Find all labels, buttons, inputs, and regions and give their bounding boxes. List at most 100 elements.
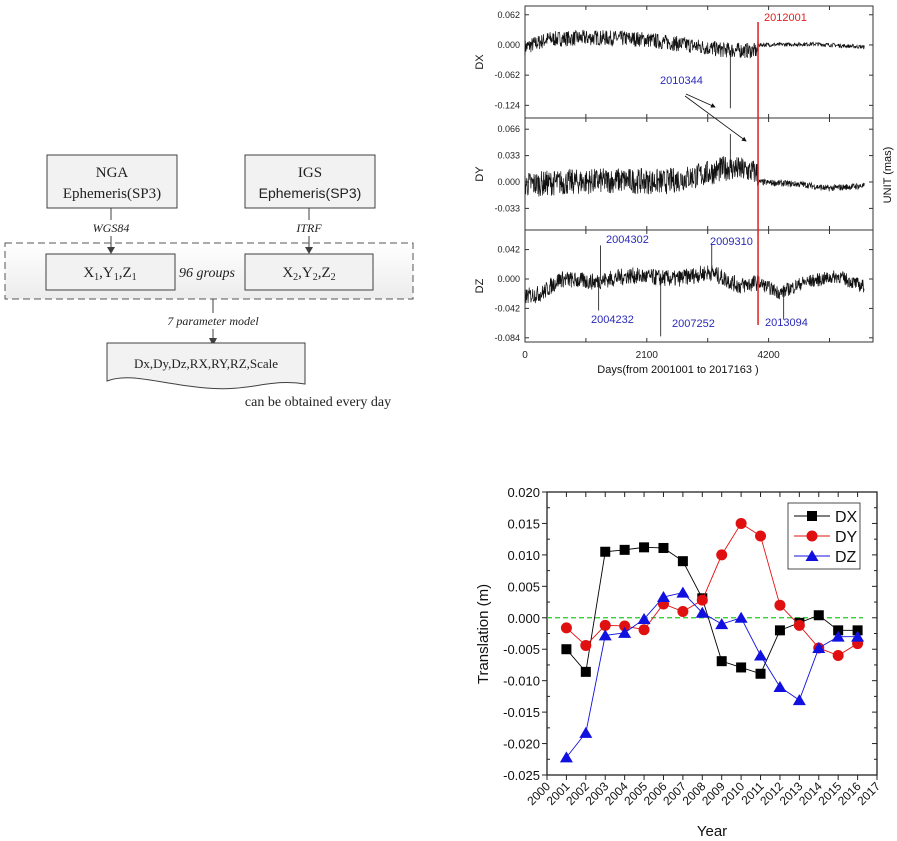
annotation-arrow (684, 95, 747, 142)
data-point-dy (638, 624, 650, 636)
annotation-2004232: 2004232 (591, 314, 634, 326)
series-line-dy (524, 156, 865, 197)
annotation-2013094: 2013094 (765, 317, 808, 329)
igs-box-line2: Ephemeris(SP3) (259, 185, 362, 201)
nga-box-line1: NGA (96, 165, 129, 181)
series-line-dz (566, 592, 858, 758)
x-tick-label: 2100 (636, 350, 659, 361)
y-tick-label: 0.033 (497, 151, 520, 161)
data-point-dy (580, 639, 592, 651)
data-point-dx (852, 625, 863, 636)
igs-ephemeris-box (244, 154, 376, 209)
data-point-dx (580, 666, 591, 677)
data-point-dz (579, 726, 593, 738)
y-tick-label: -0.005 (503, 642, 540, 657)
y-tick-label: -0.084 (494, 333, 520, 343)
tr-x-axis-label: Year (697, 823, 727, 840)
y-tick-label: 0.000 (507, 611, 540, 626)
panel-dy: 0.066 0.033 0.000 -0.033 DY (474, 117, 874, 231)
legend-label-dx: DX (835, 509, 858, 526)
data-point-dx (833, 625, 844, 636)
data-point-dx (677, 556, 688, 567)
legend-label-dz: DZ (835, 549, 857, 566)
data-point-dz (637, 613, 651, 625)
y-tick-label: 0.015 (507, 516, 540, 531)
panel-ylabel: DX (474, 54, 486, 70)
data-point-dx (774, 625, 785, 636)
series-line-dx (566, 546, 858, 675)
y-tick-label: 0.000 (497, 177, 520, 187)
y-tick-label: -0.062 (494, 70, 520, 80)
panel-frame (524, 5, 874, 119)
x-tick-label: 4200 (757, 350, 780, 361)
data-point-dz (598, 629, 612, 641)
output-parameters: Dx,Dy,Dz,RX,RY,RZ,Scale (134, 356, 278, 371)
y-tick-label: 0.005 (507, 579, 540, 594)
series-line-dy (566, 522, 858, 657)
data-point-dz (676, 586, 690, 598)
x2-box-label: X2,Y2,Z2 (282, 265, 335, 283)
series-line-dx (524, 29, 865, 59)
nga-ephemeris-box (46, 154, 178, 209)
data-point-dy (832, 650, 844, 662)
wgs84-label: WGS84 (93, 221, 130, 235)
y-tick-label: -0.042 (494, 303, 520, 313)
output-document (106, 342, 306, 390)
annotation-2007252: 2007252 (672, 318, 715, 330)
legend-marker-dx (807, 511, 817, 521)
annotation-arrow (685, 93, 716, 108)
data-point-dx (755, 668, 766, 679)
panel-frame (524, 229, 874, 343)
data-point-dy (677, 605, 689, 617)
data-point-dx (561, 644, 572, 655)
y-tick-label: -0.015 (503, 705, 540, 720)
time-series-chart: 0.062 0.000 -0.062 -0.124 DX 0.066 0.033 0.000 -… (474, 5, 894, 376)
data-point-dx (600, 546, 611, 557)
data-point-dz (656, 591, 670, 603)
groups-label: 96 groups (179, 266, 235, 281)
data-point-dy (560, 622, 572, 634)
data-point-dx (813, 610, 824, 621)
translation-chart: 0.020 0.015 0.010 0.005 0.000 -0.005 -0.010 -0.… (475, 485, 883, 840)
x1-box (45, 253, 176, 291)
legend-marker-dy (806, 530, 818, 542)
data-point-dx (658, 542, 669, 553)
data-point-dz (851, 630, 865, 642)
annotation-2010344: 2010344 (660, 75, 703, 87)
x-tick-label: 0 (522, 350, 528, 361)
data-point-dz (715, 618, 729, 630)
y-tick-label: 0.042 (497, 245, 520, 255)
ts-x-axis-label: Days(from 2001001 to 2017163 ) (597, 364, 758, 376)
data-point-dy (599, 619, 611, 631)
itrf-label: ITRF (295, 221, 322, 235)
data-point-dz (734, 611, 748, 623)
data-point-dz (559, 751, 573, 763)
panel-frame (524, 117, 874, 231)
data-point-dz (618, 626, 632, 638)
annotation-2009310: 2009310 (710, 236, 753, 248)
ts-right-unit-label: UNIT (mas) (882, 147, 894, 204)
data-point-dz (695, 606, 709, 618)
data-point-dy (793, 619, 805, 631)
panel-ylabel: DZ (474, 278, 486, 293)
data-point-dy (716, 549, 728, 561)
data-point-dx (639, 542, 650, 553)
output-note: can be obtained every day (245, 395, 391, 410)
data-point-dx (716, 656, 727, 667)
series-dx (561, 542, 863, 679)
y-tick-label: 0.000 (497, 274, 520, 284)
x1-box-label: X1,Y1,Z1 (83, 265, 136, 283)
panel-dx: 0.062 0.000 -0.062 -0.124 DX (474, 5, 874, 119)
data-point-dz (831, 630, 845, 642)
legend: DX DY DZ (787, 502, 861, 570)
x2-box (244, 253, 374, 291)
model-label: 7 parameter model (167, 314, 259, 328)
panel-ylabel: DY (474, 166, 486, 182)
panel-dz: 0.042 0.000 -0.042 -0.084 DZ (474, 229, 874, 343)
legend-marker-dz (805, 550, 819, 561)
x-tick-label: 2017 (854, 779, 883, 808)
data-point-dy (774, 599, 786, 611)
data-point-dy (619, 620, 631, 632)
y-tick-label: -0.025 (503, 768, 540, 783)
data-point-dz (812, 641, 826, 653)
